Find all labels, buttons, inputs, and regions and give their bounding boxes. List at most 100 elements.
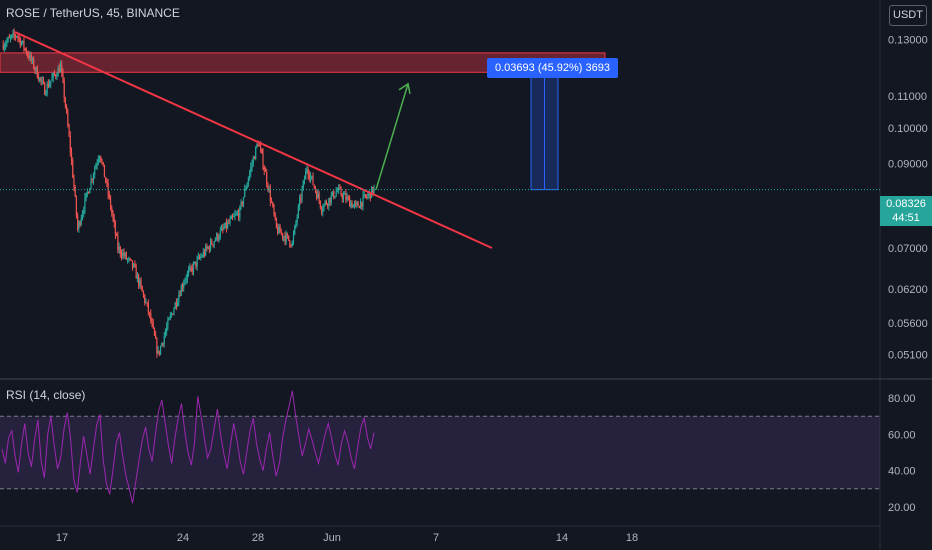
candle-body [229, 218, 231, 224]
candle-body [256, 144, 258, 147]
candle-body [16, 36, 18, 38]
candle-body [312, 175, 314, 185]
candle-body [225, 222, 228, 229]
candle-body [111, 207, 113, 214]
y-tick-label: 0.06200 [888, 284, 928, 296]
candle-body [124, 253, 126, 257]
candle-body [90, 179, 92, 189]
candle-body [55, 74, 57, 77]
candle-body [162, 343, 164, 345]
candle-body [66, 106, 68, 113]
candle-body [119, 247, 121, 254]
candle-body [283, 236, 285, 238]
candle-body [25, 49, 27, 54]
candle-body [244, 188, 246, 198]
candle-body [356, 202, 358, 204]
candle-body [273, 205, 275, 215]
candle-body [325, 201, 328, 205]
candle-body [357, 202, 359, 207]
candle-body [22, 40, 24, 43]
candle-body [300, 198, 302, 200]
candle-body [7, 37, 9, 42]
last-price-tag: 0.08326 44:51 [880, 196, 932, 226]
candle-body [163, 335, 165, 344]
candle-body [202, 251, 204, 257]
candle-body [207, 246, 209, 249]
candle-body [253, 157, 256, 160]
candle-body [170, 313, 173, 316]
candle-body [219, 230, 221, 238]
candle-body [262, 152, 264, 168]
candle-body [56, 76, 58, 78]
currency-button[interactable]: USDT [889, 5, 927, 26]
candle-body [37, 77, 40, 81]
countdown: 44:51 [892, 212, 920, 224]
candle-body [279, 226, 281, 233]
candle-body [175, 302, 178, 306]
candle-body [23, 40, 25, 49]
candle-body [113, 218, 115, 223]
candle-body [189, 266, 191, 270]
candle-body [44, 82, 46, 95]
candle-body [30, 54, 32, 61]
candle-body [358, 206, 360, 208]
candle-body [47, 83, 49, 88]
candle-body [97, 159, 99, 163]
y-tick-label: 0.05600 [888, 318, 928, 330]
candle-body [78, 221, 80, 230]
candle-body [141, 286, 143, 292]
candle-body [359, 201, 362, 208]
candle-body [2, 44, 4, 50]
candle-body [145, 302, 147, 304]
candle-body [29, 54, 31, 59]
candle-body [79, 221, 81, 225]
candle-body [96, 162, 98, 166]
candle-body [216, 233, 218, 240]
candle-body [39, 77, 41, 81]
candle-body [192, 263, 195, 272]
candle-body [231, 216, 234, 218]
candle-body [285, 233, 287, 242]
candle-body [70, 151, 73, 161]
candle-body [40, 77, 42, 81]
trendline [14, 31, 493, 249]
candle-body [201, 256, 203, 258]
candle-body [80, 218, 82, 225]
candle-body [101, 161, 103, 163]
candle-body [251, 163, 253, 167]
candle-body [172, 313, 174, 315]
candle-body [235, 213, 237, 215]
candle-body [150, 313, 152, 322]
candle-body [174, 302, 176, 309]
candle-body [331, 191, 334, 196]
candle-body [205, 246, 207, 255]
candle-body [184, 279, 186, 284]
candle-body [46, 83, 48, 94]
candle-body [31, 58, 34, 61]
candle-body [173, 308, 175, 315]
candle-body [311, 175, 313, 177]
candle-body [42, 80, 45, 83]
candle-body [6, 41, 8, 45]
y-tick-label: 0.05100 [888, 350, 928, 362]
candle-body [344, 193, 346, 195]
candle-body [338, 187, 340, 191]
candle-body [107, 183, 109, 195]
candle-body [89, 188, 91, 194]
candle-body [263, 167, 265, 171]
candle-body [61, 64, 63, 73]
candle-body [168, 318, 170, 321]
candle-body [64, 98, 67, 107]
candle-body [329, 197, 331, 203]
candle-body [220, 227, 223, 231]
candle-body [146, 302, 148, 304]
candle-body [74, 187, 76, 197]
candle-body [233, 216, 235, 218]
candle-body [11, 34, 13, 37]
candle-body [346, 197, 348, 200]
candle-body [303, 179, 306, 181]
candle-body [147, 303, 149, 313]
candle-body [327, 204, 329, 206]
candle-body [198, 256, 201, 258]
